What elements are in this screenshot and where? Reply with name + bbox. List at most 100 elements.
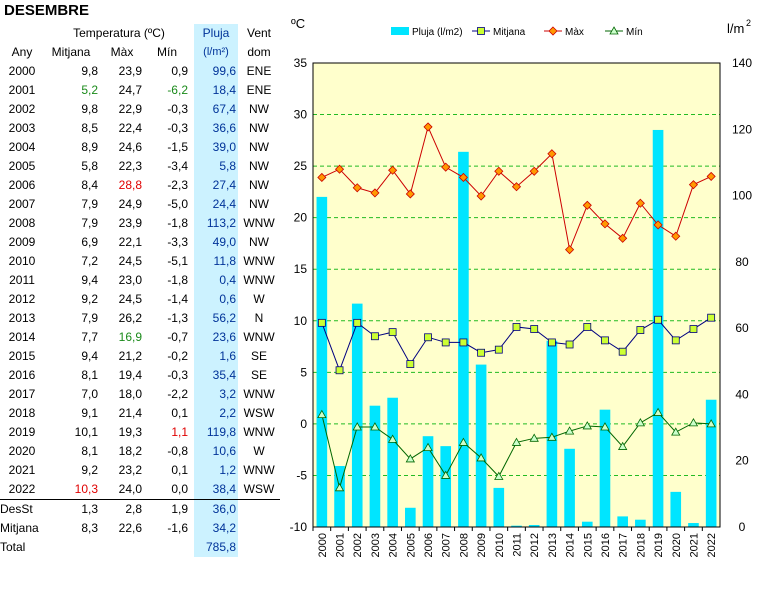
y-left-tick-label: 10: [294, 314, 308, 328]
y-left-tick-label: -5: [296, 468, 307, 482]
pluja-bar: [670, 491, 682, 527]
min-cell: 0,0: [171, 482, 188, 496]
legend-label: Mitjana: [493, 27, 526, 38]
y-right-tick-label: 100: [732, 189, 752, 203]
max-point: [511, 182, 522, 192]
max-point: [334, 164, 345, 174]
pluja-bar: [599, 409, 611, 527]
vent-cell: NW: [249, 159, 269, 173]
pluja-cell: 38,4: [194, 480, 238, 500]
x-tick-label: 2011: [512, 533, 524, 557]
pluja-bar: [652, 129, 664, 527]
mitjana-point: [335, 366, 344, 375]
max-point: [671, 231, 681, 241]
max-cell: [102, 538, 146, 557]
vent-cell: WNW: [243, 463, 275, 477]
y-left-tick-label: 35: [294, 56, 308, 70]
pluja-bar: [635, 519, 646, 527]
y-right-tick-label: 20: [735, 454, 749, 468]
min-point: [582, 421, 592, 430]
year-cell: 2011: [9, 273, 35, 287]
x-tick-label: 2002: [352, 533, 364, 557]
mitjana-cell: 7,0: [81, 387, 98, 401]
x-tick-label: 2001: [335, 533, 347, 557]
min-point: [458, 437, 469, 446]
vent-cell: WNW: [243, 273, 275, 287]
table-row: 2015 9,4 21,2 -0,2 1,6 SE: [0, 347, 280, 366]
min-point: [317, 409, 327, 419]
max-cell: 18,2: [118, 444, 142, 458]
pluja-bar: [528, 525, 540, 527]
pluja-cell: 785,8: [194, 538, 238, 557]
vent-cell: NW: [249, 197, 269, 211]
legend-marker: [609, 26, 619, 35]
mitjana-cell: 8,3: [81, 521, 98, 535]
min-cell: -1,8: [167, 273, 188, 287]
mitjana-cell: 9,4: [81, 273, 98, 287]
year-cell: 2013: [8, 311, 36, 325]
mitjana-cell: 7,7: [81, 330, 98, 344]
max-cell: 28,8: [118, 178, 142, 192]
min-cell: -0,2: [167, 349, 188, 363]
pluja-cell: 35,4: [194, 366, 238, 385]
pluja-bar: [351, 303, 363, 527]
mitjana-cell: 9,8: [81, 64, 98, 78]
max-cell: 21,4: [118, 406, 142, 420]
pluja-bar: [387, 397, 398, 527]
x-tick-label: 2018: [635, 533, 647, 557]
pluja-cell: 23,6: [194, 328, 238, 347]
y-left-tick-label: 0: [300, 417, 307, 431]
table-row: 2020 8,1 18,2 -0,8 10,6 W: [0, 442, 280, 461]
mitjana-cell: 10,3: [74, 482, 98, 496]
min-point: [441, 470, 451, 479]
climate-chart: ºC l/m 2 Pluja (l/m2) Mitjana Màx Mín -10 -5…: [290, 16, 753, 557]
year-cell: 2005: [8, 159, 36, 173]
pluja-cell: 0,6: [194, 290, 238, 309]
pluja-bar: [705, 399, 717, 527]
mitjana-cell: 1,3: [44, 499, 102, 519]
year-cell: 2002: [8, 102, 36, 116]
vent-cell: ENE: [246, 83, 272, 97]
vent-cell: WSW: [243, 406, 275, 420]
vent-cell: NW: [249, 235, 269, 249]
empty-cell: [238, 499, 280, 519]
x-tick-label: 2014: [565, 533, 577, 557]
max-point: [423, 122, 433, 132]
min-cell: -1,6: [167, 521, 188, 535]
x-tick-label: 2010: [494, 533, 506, 557]
year-cell: 2020: [8, 444, 36, 458]
min-point: [405, 454, 416, 463]
min-point: [494, 471, 504, 480]
pluja-header: Pluja: [194, 24, 238, 43]
legend-label: Pluja (l/m2): [412, 27, 463, 38]
x-tick-label: 2003: [370, 533, 382, 557]
table-row: 2019 10,1 19,3 1,1 119,8 WNW: [0, 423, 280, 442]
x-tick-label: 2013: [547, 533, 559, 557]
mitjana-cell: 10,1: [74, 425, 98, 439]
max-point: [529, 166, 539, 176]
mitjana-cell: [44, 538, 102, 557]
table-row: 2009 6,9 22,1 -3,3 49,0 NW: [0, 233, 280, 252]
vent-cell: NW: [249, 178, 269, 192]
min-point: [476, 453, 486, 462]
year-cell: 2001: [8, 83, 36, 97]
min-cell: -3,4: [167, 159, 188, 173]
year-cell: 2004: [8, 140, 36, 154]
mitjana-point: [494, 345, 503, 354]
min-cell: -5,0: [167, 197, 188, 211]
min-point: [671, 427, 681, 436]
max-cell: 16,9: [118, 330, 142, 344]
mitjana-point: [406, 360, 415, 368]
min-cell: -0,3: [167, 102, 188, 116]
year-cell: 2000: [8, 64, 36, 78]
min-cell: -0,8: [167, 444, 188, 458]
max-point: [565, 245, 575, 255]
mitjana-cell: 5,8: [81, 159, 98, 173]
max-header: Màx: [110, 45, 134, 59]
mitjana-cell: 8,1: [81, 368, 98, 382]
min-point: [706, 419, 716, 428]
svg-text:2: 2: [746, 18, 751, 28]
summary-label: DesSt: [0, 499, 44, 519]
table-row: 2003 8,5 22,4 -0,3 36,6 NW: [0, 119, 280, 138]
mitjana-point: [353, 318, 362, 327]
